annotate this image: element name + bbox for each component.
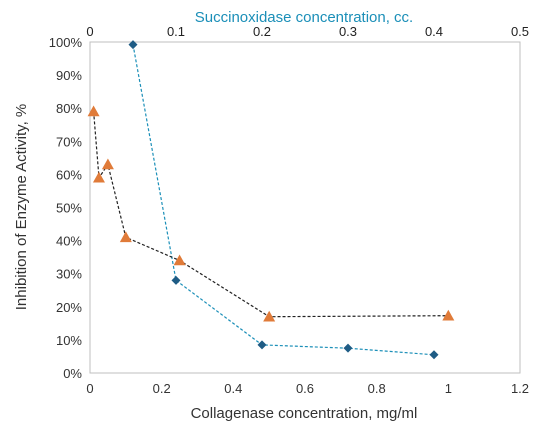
y-axis-title: Inhibition of Enzyme Activity, % <box>13 104 30 310</box>
data-point-diamond <box>128 40 138 50</box>
series <box>87 40 455 360</box>
x-bottom-tick-label: 0.8 <box>368 381 386 396</box>
x-bottom-tick-label: 0.2 <box>153 381 171 396</box>
x-bottom-tick-labels: 0 0.2 0.4 0.6 0.8 1 1.2 <box>86 381 529 396</box>
x-top-tick-label: 0.1 <box>167 24 185 39</box>
data-point-triangle <box>442 309 455 321</box>
data-point-diamond <box>257 340 267 350</box>
data-point-triangle <box>92 171 105 183</box>
x-bottom-tick-label: 0.6 <box>296 381 314 396</box>
y-tick-label: 50% <box>56 201 82 216</box>
x-bottom-tick-label: 0 <box>86 381 93 396</box>
y-tick-label: 0% <box>63 366 82 381</box>
data-point-triangle <box>87 105 100 117</box>
data-point-diamond <box>171 275 181 285</box>
x-top-tick-label: 0.2 <box>253 24 271 39</box>
x-top-tick-label: 0 <box>86 24 93 39</box>
data-point-triangle <box>173 254 186 266</box>
data-point-diamond <box>343 343 353 353</box>
series-line-1 <box>132 44 435 356</box>
x-bottom-tick-label: 1 <box>445 381 452 396</box>
y-tick-label: 10% <box>56 333 82 348</box>
x-bottom-tick-label: 1.2 <box>511 381 529 396</box>
top-axis-title: Succinoxidase concentration, cc. <box>195 9 413 26</box>
y-tick-label: 90% <box>56 68 82 83</box>
x-top-tick-labels: 0 0.1 0.2 0.3 0.4 0.5 <box>86 24 529 39</box>
data-point-triangle <box>101 158 114 170</box>
x-top-tick-label: 0.5 <box>511 24 529 39</box>
y-tick-label: 60% <box>56 167 82 182</box>
bottom-axis-title: Collagenase concentration, mg/ml <box>191 405 418 422</box>
y-tick-label: 30% <box>56 267 82 282</box>
y-tick-label: 70% <box>56 134 82 149</box>
y-tick-label: 100% <box>49 35 83 50</box>
x-top-tick-label: 0.3 <box>339 24 357 39</box>
series-line-2 <box>93 111 449 318</box>
data-point-diamond <box>429 350 439 360</box>
y-tick-labels: 0% 10% 20% 30% 40% 50% 60% 70% 80% 90% 100% <box>49 35 83 381</box>
x-top-tick-label: 0.4 <box>425 24 443 39</box>
data-point-triangle <box>263 310 276 322</box>
x-bottom-tick-label: 0.4 <box>224 381 242 396</box>
data-point-triangle <box>119 231 132 243</box>
y-tick-label: 40% <box>56 234 82 249</box>
y-tick-label: 80% <box>56 101 82 116</box>
y-tick-label: 20% <box>56 300 82 315</box>
plot-area-frame <box>89 41 521 374</box>
